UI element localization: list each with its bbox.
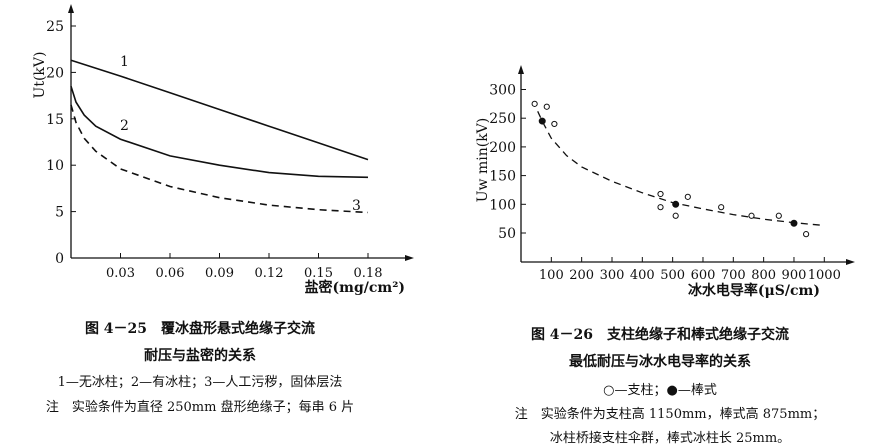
x-axis-arrow — [405, 255, 414, 261]
x-tick-label: 800 — [751, 268, 776, 283]
x-tick-label: 1000 — [808, 268, 841, 283]
series-label-3: 3 — [352, 198, 361, 214]
open-point — [775, 212, 782, 219]
y-tick-label: 300 — [489, 83, 516, 99]
y-axis-arrow-right — [518, 65, 524, 74]
x-tick-label: 0.06 — [156, 266, 185, 281]
y-axis-label-right: Uw min(kV) — [475, 118, 491, 203]
filled-point — [538, 117, 546, 125]
series-line-1 — [70, 59, 369, 161]
y-tick-label: 0 — [55, 251, 64, 267]
x-axis-label-right: 冰水电导率(μS/cm) — [688, 282, 820, 299]
fig-4-25-note: 注 实验条件为直径 250mm 盘形绝缘子；每串 6 片 — [45, 400, 355, 415]
y-tick-label: 100 — [489, 197, 516, 213]
open-point — [748, 212, 755, 219]
y-tick-label: 20 — [46, 65, 64, 81]
fit-curve — [537, 111, 825, 227]
open-point — [718, 204, 725, 211]
open-point — [684, 193, 691, 200]
fig-4-26-title-line2: 最低耐压与冰水电导率的关系 — [569, 354, 751, 370]
y-tick-label: 50 — [498, 226, 516, 242]
open-point — [551, 120, 558, 128]
filled-point — [672, 200, 680, 208]
fig-4-26-legend: ○—支柱；●—棒式 — [603, 383, 717, 398]
y-tick-label: 25 — [46, 19, 64, 35]
open-point — [543, 103, 550, 110]
x-tick-label: 0.03 — [106, 266, 135, 281]
y-tick-label: 15 — [46, 112, 64, 128]
open-point — [803, 231, 810, 238]
open-point — [531, 100, 538, 107]
x-tick-label: 300 — [600, 268, 625, 283]
y-axis-label: Ut(kV) — [32, 52, 48, 99]
x-axis-label: 盐密(mg/cm²) — [305, 279, 405, 296]
y-axis-arrow — [68, 4, 74, 13]
x-tick-label: 100 — [539, 268, 564, 283]
y-tick-label: 250 — [489, 111, 516, 127]
y-tick-label: 10 — [46, 158, 64, 174]
y-tick-label: 200 — [489, 140, 516, 156]
series-label-2: 2 — [120, 118, 129, 134]
x-axis-arrow-right — [846, 259, 855, 265]
open-point — [657, 204, 664, 211]
x-tick-label: 0.12 — [255, 266, 284, 281]
x-tick-label: 600 — [691, 268, 716, 283]
x-tick-label: 700 — [721, 268, 746, 283]
x-tick-label: 0.18 — [354, 266, 383, 281]
y-tick-label: 5 — [55, 205, 64, 221]
open-point — [657, 190, 664, 198]
series-line-2 — [70, 86, 369, 179]
fig-4-26-title: 图 4－26 支柱绝缘子和棒式绝缘子交流 — [530, 327, 790, 343]
x-tick-label: 400 — [630, 268, 655, 283]
x-tick-label: 900 — [782, 268, 807, 283]
x-tick-label: 0.15 — [304, 266, 333, 281]
filled-point — [790, 219, 798, 227]
open-point — [672, 212, 679, 219]
x-tick-label: 500 — [660, 268, 685, 283]
x-tick-label: 0.09 — [205, 266, 234, 281]
fig-4-25-title-line2: 耐压与盐密的关系 — [144, 348, 256, 364]
series-line-3 — [70, 104, 369, 214]
fig-4-26-note: 注 实验条件为支柱高 1150mm，棒式高 875mm； — [514, 407, 826, 422]
y-tick-label: 150 — [489, 169, 516, 185]
fig-4-25-title: 图 4－25 覆冰盘形悬式绝缘子交流 — [84, 321, 316, 337]
series-label-1: 1 — [120, 54, 129, 70]
x-tick-label: 200 — [569, 268, 594, 283]
fig-4-26-note-line2: 冰柱桥接支柱伞群，棒式冰柱长 25mm。 — [549, 431, 791, 446]
fig-4-25-legend: 1—无冰柱；2—有冰柱；3—人工污秽，固体层法 — [57, 375, 343, 390]
